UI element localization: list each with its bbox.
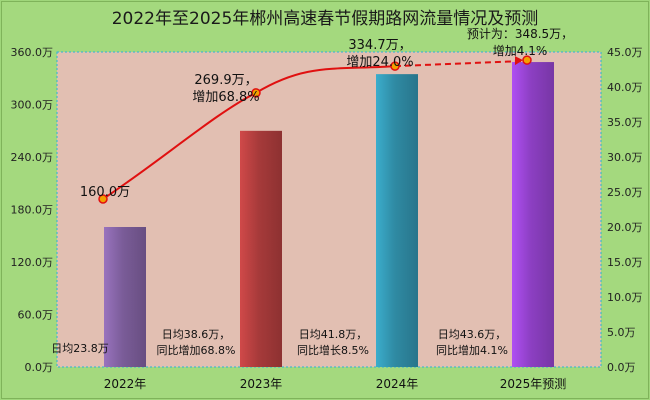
y2-tick-label: 45.0万 [607, 46, 643, 59]
daily-annotation: 日均23.8万 [51, 342, 109, 355]
y-tick-label: 300.0万 [11, 99, 54, 112]
y-tick-label: 180.0万 [11, 204, 54, 217]
y2-tick-label: 25.0万 [607, 186, 643, 199]
daily-annotation: 同比增加4.1% [436, 343, 508, 357]
total-annotation: 269.9万， [194, 73, 257, 88]
y-tick-label: 240.0万 [11, 151, 54, 164]
y-tick-label: 60.0万 [18, 309, 54, 322]
bar-3 [512, 62, 554, 367]
trend-point-3 [522, 55, 532, 65]
y2-tick-label: 40.0万 [607, 81, 643, 94]
trend-point-1 [251, 88, 261, 98]
x-tick-label: 2025年预测 [500, 377, 567, 391]
bar-0 [104, 227, 146, 367]
total-annotation: 增加24.0% [346, 55, 413, 70]
bar-1 [240, 130, 282, 367]
daily-annotation: 同比增长8.5% [297, 343, 369, 357]
x-tick-label: 2022年 [104, 377, 147, 391]
y-tick-label: 360.0万 [11, 46, 54, 59]
y2-tick-label: 20.0万 [607, 221, 643, 234]
chart-title: 2022年至2025年郴州高速春节假期路网流量情况及预测 [112, 9, 539, 29]
x-tick-label: 2024年 [376, 377, 419, 391]
x-tick-label: 2023年 [240, 377, 283, 391]
bar-2 [376, 74, 418, 367]
total-annotation: 预计为：348.5万， [467, 27, 573, 41]
y2-tick-label: 0.0万 [607, 361, 636, 374]
y2-tick-label: 15.0万 [607, 256, 643, 269]
y2-tick-label: 35.0万 [607, 116, 643, 129]
trend-arrowhead [515, 56, 523, 66]
daily-annotation: 同比增加68.8% [157, 343, 236, 357]
y2-tick-label: 10.0万 [607, 291, 643, 304]
trend-line-forecast [394, 60, 522, 68]
total-annotation: 增加68.8% [192, 90, 259, 105]
trend-point-2 [390, 61, 400, 71]
daily-annotation: 日均38.6万， [162, 328, 231, 341]
total-annotation: 160.0万 [80, 185, 130, 200]
daily-annotation: 日均41.8万， [299, 328, 368, 341]
y2-tick-label: 30.0万 [607, 151, 643, 164]
trend-point-0 [98, 194, 108, 204]
plot-area [56, 51, 602, 368]
y2-tick-label: 5.0万 [607, 326, 636, 339]
y-tick-label: 120.0万 [11, 256, 54, 269]
total-annotation: 334.7万， [348, 38, 411, 53]
daily-annotation: 日均43.6万， [438, 328, 507, 341]
total-annotation: 增加4.1% [493, 44, 548, 58]
y-tick-label: 0.0万 [25, 361, 54, 374]
